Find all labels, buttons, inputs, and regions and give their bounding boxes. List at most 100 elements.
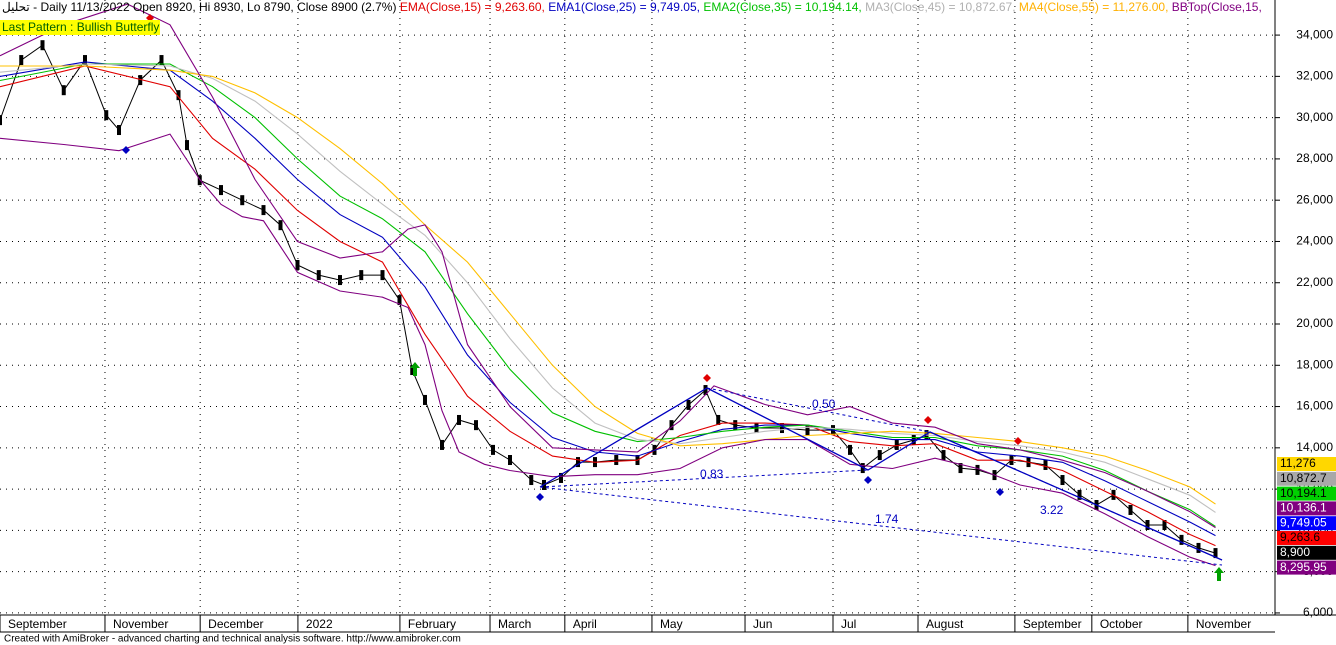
- price-bar: [491, 444, 495, 455]
- pattern-dash: [539, 469, 869, 488]
- fib-ratio: 3.22: [1040, 503, 1064, 517]
- price-bar: [440, 439, 444, 450]
- price-bar: [848, 444, 852, 455]
- price-bar: [240, 195, 245, 206]
- fib-ratio: 0.83: [700, 467, 724, 481]
- price-bar: [397, 295, 402, 306]
- price-bar: [877, 450, 882, 461]
- price-bar: [508, 455, 512, 466]
- price-bar: [805, 425, 810, 436]
- price-bar: [261, 205, 266, 216]
- fib-ratio: 1.74: [875, 512, 899, 526]
- x-tick-label: December: [208, 617, 263, 631]
- price-bar: [61, 85, 66, 96]
- pattern-label: Last Pattern : Bullish Butterfly: [2, 20, 159, 34]
- price-bar: [1145, 520, 1150, 531]
- price-label-box: [1277, 516, 1336, 531]
- y-tick-label: 14,000: [1296, 440, 1333, 454]
- price-bar: [614, 455, 619, 466]
- price-label-box: [1277, 486, 1336, 501]
- price-bar: [40, 40, 45, 51]
- price-bar: [1213, 548, 1218, 559]
- price-bar: [423, 394, 427, 405]
- header-segment: EMA1(Close,25) = 9,749.05,: [548, 0, 700, 14]
- price-bar: [529, 475, 534, 486]
- price-bar: [703, 385, 708, 396]
- price-bar: [474, 420, 478, 431]
- price-bar: [1128, 504, 1133, 515]
- fib-ratio: 0.50: [812, 397, 836, 411]
- x-tick-label: 2022: [306, 617, 333, 631]
- signals: [122, 14, 1224, 581]
- price-bar: [559, 472, 563, 483]
- x-tick-label: September: [8, 617, 67, 631]
- pivot-low: [122, 146, 130, 154]
- y-tick-label: 18,000: [1296, 357, 1333, 371]
- price-label: 9,749.05: [1280, 515, 1327, 529]
- price-bar: [941, 450, 946, 461]
- x-tick-label: April: [573, 617, 597, 631]
- header-segment: EMA(Close,15) = 9,263.60,: [400, 0, 545, 14]
- price-bar: [1162, 520, 1167, 531]
- header: تحليل - Daily 11/13/2022 Open 8920, Hi 8…: [2, 0, 1262, 14]
- price-label-box: [1277, 545, 1336, 560]
- y-tick-label: 22,000: [1296, 275, 1333, 289]
- price-bar: [185, 140, 189, 151]
- price-bar: [733, 420, 738, 431]
- price-bar: [958, 463, 963, 474]
- y-tick-label: 24,000: [1296, 234, 1333, 248]
- price-bar: [338, 275, 342, 286]
- footer: Created with AmiBroker - advanced charti…: [4, 634, 461, 645]
- price-bar: [1077, 489, 1082, 500]
- fib-labels: 0.50 0.83 1.74 3.22: [700, 397, 1064, 526]
- price-bar: [176, 90, 181, 101]
- x-tick-label: February: [408, 617, 456, 631]
- price-label: 8,900: [1280, 545, 1310, 559]
- pattern-dash: [929, 431, 1223, 561]
- header-segment: تحليل - Daily 11/13/2022 Open 8920, Hi 8…: [2, 0, 396, 14]
- y-tick-label: 30,000: [1296, 110, 1333, 124]
- price-bar: [295, 259, 300, 270]
- price-bar: [117, 125, 121, 136]
- price-bar: [83, 55, 87, 66]
- price-label-box: [1277, 531, 1336, 545]
- y-tick-label: 6,000: [1303, 605, 1333, 619]
- pivot-low: [864, 476, 872, 484]
- y-tick-label: 16,000: [1296, 399, 1333, 413]
- header-segment: MA4(Close,55) = 11,276.00,: [1019, 0, 1169, 14]
- price-bar: [159, 55, 164, 66]
- x-tick-label: August: [926, 617, 964, 631]
- price-label: 8,295.95: [1280, 560, 1327, 574]
- price-bar: [380, 270, 385, 281]
- x-tick-label: September: [1023, 617, 1082, 631]
- pivot-low: [536, 493, 544, 501]
- indicator-line: [0, 65, 1216, 505]
- price-bar: [1179, 534, 1184, 545]
- y-tick-label: 32,000: [1296, 69, 1333, 83]
- price-bar: [219, 185, 223, 196]
- x-tick-label: May: [660, 617, 683, 631]
- price-bar: [316, 270, 321, 281]
- price-label-box: [1277, 471, 1336, 486]
- y-tick-label: 28,000: [1296, 151, 1333, 165]
- y-tick-label: 20,000: [1296, 316, 1333, 330]
- indicator-line: [0, 63, 1216, 513]
- price-bar: [138, 75, 143, 86]
- price-bar: [19, 55, 24, 66]
- x-tick-label: October: [1100, 617, 1143, 631]
- price-bar: [410, 365, 415, 376]
- price-label-box: [1277, 560, 1336, 575]
- price-bar: [716, 414, 721, 425]
- pattern-dash: [539, 486, 1223, 566]
- price-label: 11,276: [1280, 456, 1316, 470]
- price-label-box: [1277, 457, 1336, 471]
- y-tick-label: 34,000: [1296, 27, 1333, 41]
- price-label: 10,194.1: [1280, 486, 1327, 500]
- header-segment: MA3(Close,45) = 10,872.67,: [865, 0, 1015, 14]
- header-text: تحليل - Daily 11/13/2022 Open 8920, Hi 8…: [2, 0, 1262, 14]
- pivot-low: [996, 488, 1004, 496]
- price-label: 10,136.1: [1280, 501, 1327, 515]
- price-bar: [1196, 542, 1201, 553]
